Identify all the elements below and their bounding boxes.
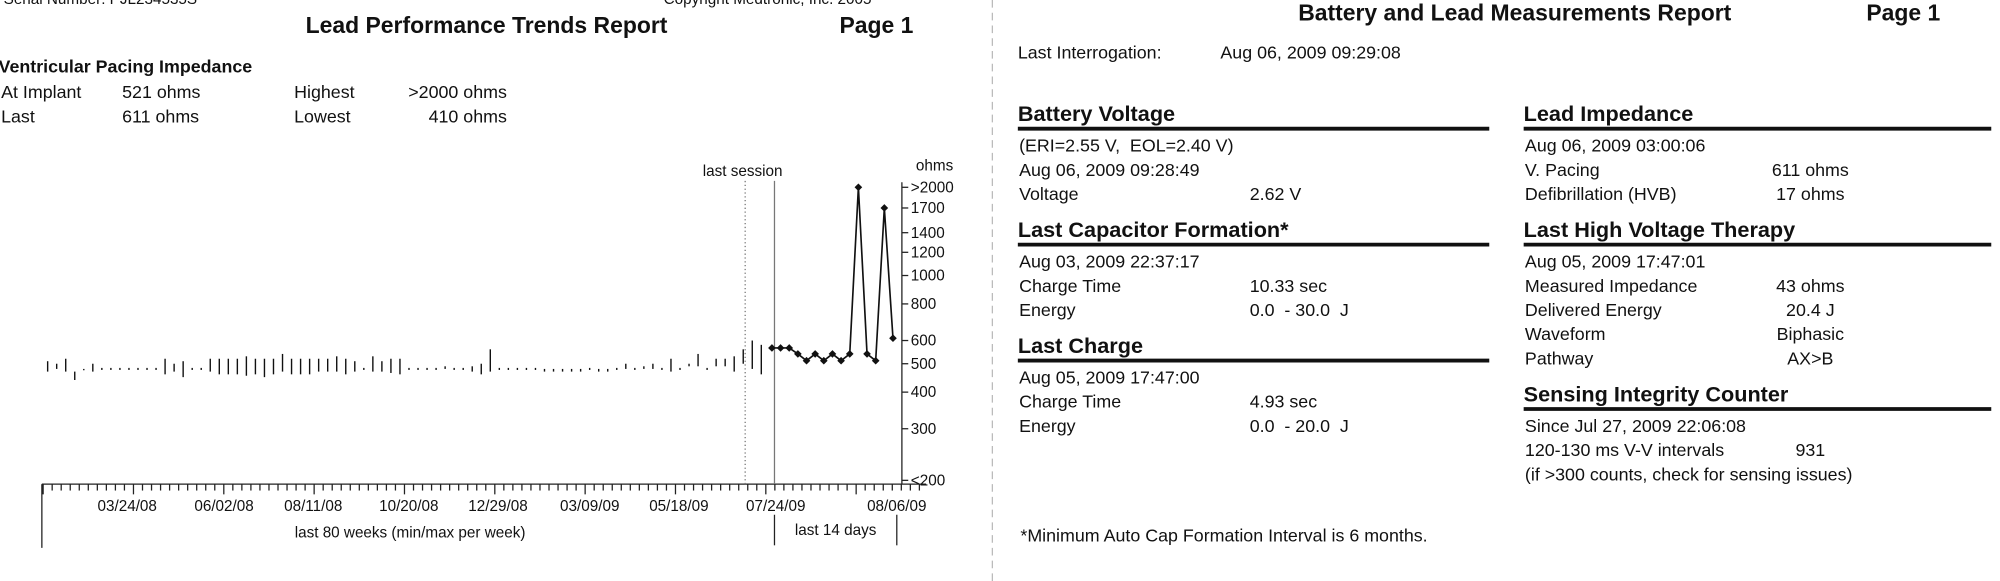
line-value: Biphasic bbox=[1777, 324, 1844, 344]
x-tick-label: 05/18/09 bbox=[649, 498, 708, 515]
x-tick-label: 10/20/08 bbox=[379, 498, 438, 515]
recent-point bbox=[768, 344, 776, 352]
y-tick-label: 800 bbox=[911, 296, 936, 313]
recent-point bbox=[863, 350, 871, 358]
page-number: Page 1 bbox=[1866, 0, 1940, 25]
line-value: 611 ohms bbox=[1772, 160, 1849, 180]
summary-cell: At Implant bbox=[1, 82, 81, 102]
recent-point bbox=[802, 356, 811, 365]
recent-point bbox=[819, 356, 828, 365]
line-label: (ERI=2.55 V, EOL=2.40 V) bbox=[1019, 136, 1233, 156]
x-tick-label: 03/09/09 bbox=[560, 498, 619, 515]
recent-point bbox=[889, 334, 897, 343]
x-caption: last 14 days bbox=[795, 522, 877, 539]
line-label: Measured Impedance bbox=[1525, 276, 1698, 296]
line-label: Defibrillation (HVB) bbox=[1525, 184, 1677, 204]
y-tick-label: 1400 bbox=[911, 225, 945, 242]
session-annotation: last session bbox=[703, 163, 783, 180]
section-heading: Last High Voltage Therapy bbox=[1524, 217, 1796, 242]
interrogation-value: Aug 06, 2009 09:29:08 bbox=[1220, 43, 1401, 63]
line-value: 2.62 V bbox=[1250, 184, 1302, 204]
line-label: 120-130 ms V-V intervals bbox=[1525, 440, 1724, 460]
x-tick-label: 07/24/09 bbox=[746, 498, 805, 515]
page-number: Page 1 bbox=[839, 12, 913, 38]
line-label: Energy bbox=[1019, 416, 1076, 436]
section-heading: Lead Impedance bbox=[1524, 101, 1694, 126]
x-tick-label: 03/24/08 bbox=[98, 498, 157, 515]
x-caption: last 80 weeks (min/max per week) bbox=[295, 525, 526, 542]
line-label: Since Jul 27, 2009 22:06:08 bbox=[1525, 416, 1746, 436]
line-value: 10.33 sec bbox=[1250, 276, 1327, 296]
footnote: *Minimum Auto Cap Formation Interval is … bbox=[1020, 526, 1427, 546]
recent-point bbox=[828, 350, 837, 358]
line-value: 4.93 sec bbox=[1250, 392, 1317, 412]
line-label: Pathway bbox=[1525, 348, 1593, 368]
recent-point bbox=[871, 356, 880, 365]
summary-cell: 521 ohms bbox=[122, 82, 200, 102]
line-value: 0.0 - 20.0 J bbox=[1250, 416, 1349, 436]
section-title: Ventricular Pacing Impedance bbox=[0, 57, 252, 77]
summary-cell: Last bbox=[1, 106, 35, 126]
y-tick-label: 1000 bbox=[911, 268, 945, 285]
recent-point bbox=[845, 350, 854, 358]
line-value: 931 bbox=[1795, 440, 1825, 460]
line-label: Delivered Energy bbox=[1525, 300, 1662, 320]
line-label: V. Pacing bbox=[1525, 160, 1600, 180]
line-label: Charge Time bbox=[1019, 276, 1121, 296]
recent-point bbox=[785, 344, 794, 352]
x-tick-label: 06/02/08 bbox=[194, 498, 253, 515]
summary-cell: 611 ohms bbox=[122, 106, 199, 126]
y-tick-label: <200 bbox=[911, 472, 945, 489]
line-label: Voltage bbox=[1019, 184, 1079, 204]
line-label: Aug 03, 2009 22:37:17 bbox=[1019, 252, 1200, 272]
line-label: (if >300 counts, check for sensing issue… bbox=[1525, 464, 1853, 484]
x-tick-label: 08/11/08 bbox=[284, 498, 342, 515]
recent-point bbox=[811, 350, 819, 358]
y-tick-label: 500 bbox=[911, 356, 936, 373]
line-label: Energy bbox=[1019, 300, 1076, 320]
line-value: 20.4 J bbox=[1786, 300, 1835, 320]
line-value: 0.0 - 30.0 J bbox=[1250, 300, 1349, 320]
section-heading: Sensing Integrity Counter bbox=[1524, 381, 1789, 406]
x-tick-label: 08/06/09 bbox=[867, 498, 926, 515]
section-heading: Last Charge bbox=[1018, 333, 1143, 358]
summary-cell: Highest bbox=[294, 82, 354, 102]
summary-cell: >2000 ohms bbox=[408, 82, 507, 102]
line-label: Aug 05, 2009 17:47:00 bbox=[1019, 368, 1200, 388]
y-tick-label: 1200 bbox=[911, 244, 945, 261]
y-tick-label: >2000 bbox=[911, 179, 954, 196]
interrogation-label: Last Interrogation: bbox=[1018, 43, 1162, 63]
line-label: Aug 06, 2009 03:00:06 bbox=[1525, 136, 1706, 156]
summary-cell: 410 ohms bbox=[429, 106, 507, 126]
y-tick-label: 400 bbox=[911, 384, 936, 401]
summary-cell: Lowest bbox=[294, 106, 351, 126]
recent-point bbox=[776, 344, 785, 352]
line-label: Charge Time bbox=[1019, 392, 1121, 412]
line-label: Aug 05, 2009 17:47:01 bbox=[1525, 252, 1706, 272]
y-unit: ohms bbox=[916, 158, 954, 175]
section-heading: Battery Voltage bbox=[1018, 101, 1175, 126]
report-title: Battery and Lead Measurements Report bbox=[1298, 0, 1731, 25]
line-label: Waveform bbox=[1525, 324, 1606, 344]
recent-point bbox=[837, 356, 845, 365]
line-value: 17 ohms bbox=[1776, 184, 1844, 204]
serial-number: Serial Number: PJL234535S bbox=[4, 0, 197, 8]
copyright: Copyright Medtronic, Inc. 2005 bbox=[664, 0, 872, 8]
y-tick-label: 600 bbox=[911, 333, 936, 350]
line-value: AX>B bbox=[1787, 348, 1833, 368]
y-tick-label: 1700 bbox=[911, 200, 945, 217]
recent-point bbox=[794, 350, 802, 358]
line-value: 43 ohms bbox=[1776, 276, 1844, 296]
y-tick-label: 300 bbox=[911, 421, 936, 438]
section-heading: Last Capacitor Formation* bbox=[1018, 217, 1289, 242]
line-label: Aug 06, 2009 09:28:49 bbox=[1019, 160, 1200, 180]
x-tick-label: 12/29/08 bbox=[468, 498, 527, 515]
report-title: Lead Performance Trends Report bbox=[306, 12, 668, 38]
